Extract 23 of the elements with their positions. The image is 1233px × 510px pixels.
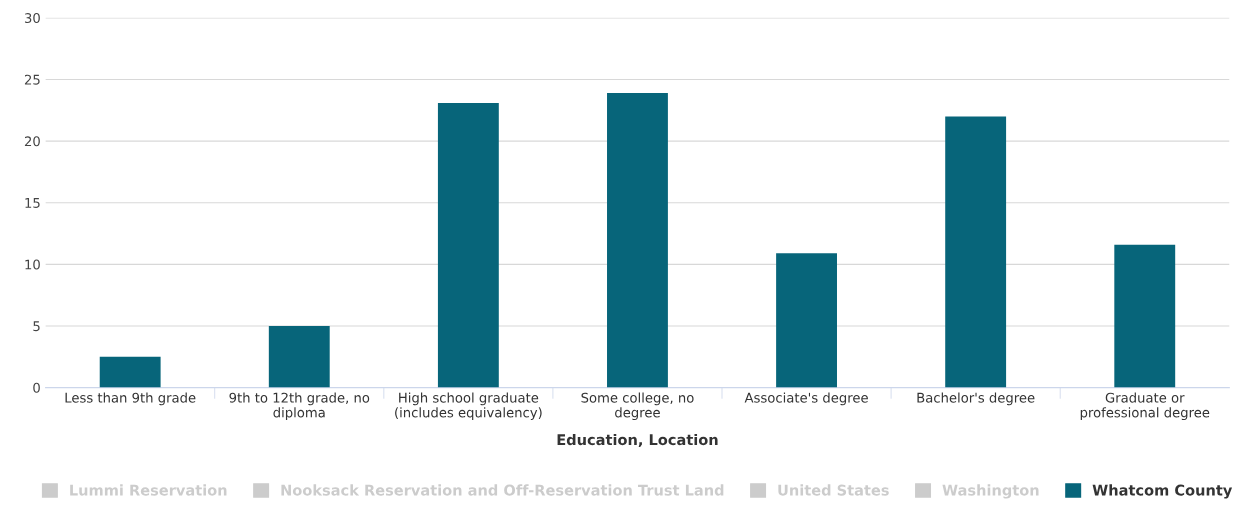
y-tick-label: 25 bbox=[24, 74, 40, 85]
bar bbox=[607, 93, 668, 388]
x-tick-label: High school graduate (includes equivalency) bbox=[395, 392, 542, 421]
y-tick-label: 0 bbox=[33, 382, 40, 393]
bar bbox=[776, 253, 837, 388]
bar bbox=[1114, 244, 1176, 388]
x-tick-label: 9th to 12th grade, no diploma bbox=[229, 392, 370, 421]
y-tick-label: 10 bbox=[25, 259, 40, 270]
y-tick-label: 15 bbox=[25, 198, 40, 208]
y-tick-label: 20 bbox=[24, 136, 40, 147]
x-tick-label: Less than 9th grade bbox=[65, 392, 196, 406]
bar bbox=[945, 116, 1007, 388]
y-tick-label: 5 bbox=[33, 321, 40, 332]
x-tick-label: Bachelor's degree bbox=[917, 392, 1035, 406]
bar bbox=[268, 325, 330, 388]
bar bbox=[99, 356, 161, 388]
x-tick-label: Graduate or professional degree bbox=[1080, 392, 1210, 421]
x-tick-label: Associate's degree bbox=[744, 392, 868, 406]
legend-label: Whatcom County bbox=[1092, 484, 1233, 499]
x-axis-title: Education, Location bbox=[557, 433, 718, 448]
bar bbox=[437, 102, 499, 388]
x-tick-label: Some college, no degree bbox=[581, 392, 694, 421]
y-tick-label: 30 bbox=[24, 13, 40, 24]
